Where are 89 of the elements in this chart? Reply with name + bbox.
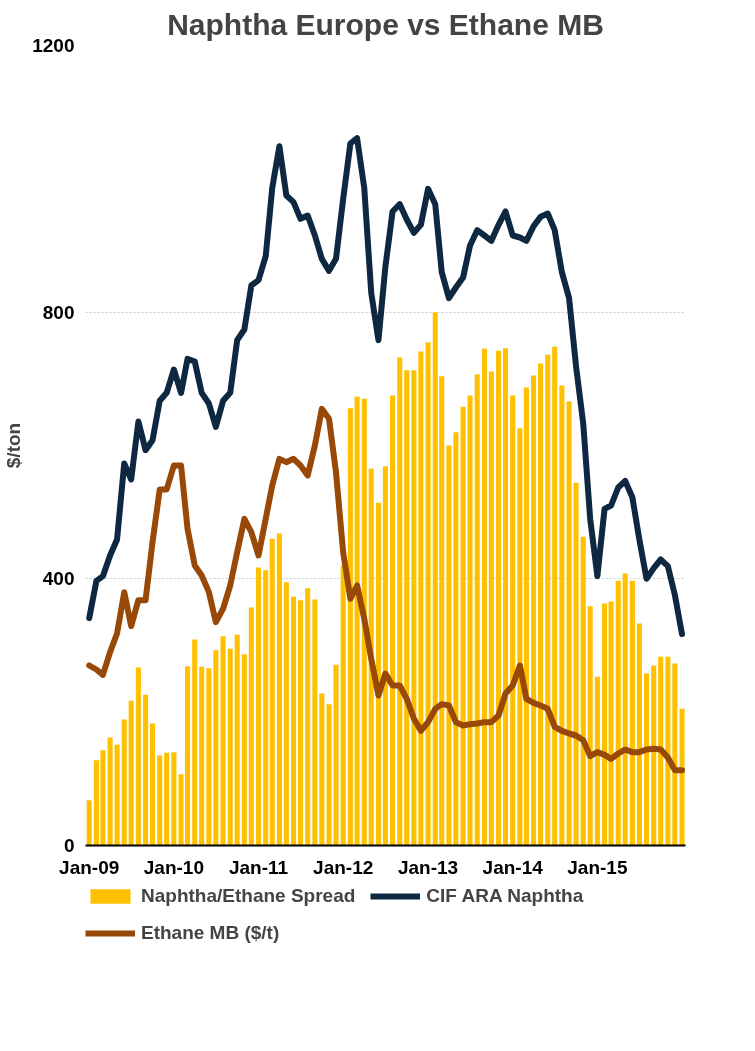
bar <box>213 650 219 846</box>
bar <box>446 445 452 846</box>
bar <box>164 752 170 846</box>
bar <box>234 634 240 846</box>
bar <box>418 351 424 846</box>
y-tick-label: 0 <box>63 835 75 856</box>
bar <box>227 648 233 846</box>
bar <box>143 694 149 846</box>
bar <box>121 719 127 846</box>
bar <box>481 348 487 846</box>
x-tick-label: Jan-09 <box>59 856 120 878</box>
chart-title: Naphtha Europe vs Ethane MB <box>167 7 604 41</box>
legend-label: CIF ARA Naphtha <box>426 885 584 907</box>
x-tick-label: Jan-14 <box>482 856 544 878</box>
bar <box>658 656 664 846</box>
bar <box>510 395 516 846</box>
bar <box>502 348 509 846</box>
y-axis-title: $/ton <box>3 422 25 469</box>
bar <box>382 466 388 846</box>
legend-label: Naphtha/Ethane Spread <box>141 885 356 907</box>
bar <box>319 693 325 846</box>
bar <box>86 800 92 846</box>
bar <box>199 666 205 846</box>
bar <box>538 363 544 846</box>
bar <box>587 606 593 846</box>
bar <box>580 536 586 846</box>
bar <box>397 357 403 846</box>
bar <box>220 636 226 846</box>
bar <box>157 755 163 846</box>
bar <box>340 565 346 846</box>
bar <box>615 580 621 846</box>
bar <box>368 468 374 846</box>
bar <box>665 656 671 846</box>
bar <box>347 408 353 846</box>
bar <box>305 588 311 846</box>
bar <box>672 663 678 846</box>
bar <box>474 374 480 846</box>
bar <box>283 582 289 846</box>
bar <box>411 370 417 846</box>
bar <box>644 673 650 846</box>
bar <box>312 599 318 846</box>
bar <box>523 387 529 846</box>
bar <box>517 428 523 846</box>
bar <box>594 676 600 846</box>
bar <box>636 623 642 846</box>
bar <box>276 533 282 846</box>
bar <box>114 744 120 846</box>
bar <box>149 723 156 846</box>
y-tick-label: 400 <box>42 568 75 590</box>
legend-label: Ethane MB ($/t) <box>141 922 280 944</box>
bar <box>171 752 177 846</box>
bar <box>361 398 367 846</box>
bar <box>453 432 459 846</box>
bar <box>679 708 685 846</box>
bar <box>375 502 381 846</box>
bar <box>269 538 275 846</box>
bar <box>128 700 134 846</box>
x-tick-label: Jan-12 <box>313 856 374 878</box>
bar <box>531 375 537 846</box>
bar <box>559 385 565 846</box>
bar <box>107 737 113 846</box>
bar <box>651 665 657 846</box>
x-tick-label: Jan-15 <box>567 856 628 878</box>
x-tick-label: Jan-10 <box>143 856 204 878</box>
bar <box>206 668 212 846</box>
bar <box>297 600 304 846</box>
bar <box>192 639 198 846</box>
bar <box>488 371 494 846</box>
bar <box>255 567 262 846</box>
bar <box>425 342 431 846</box>
bar <box>135 667 141 846</box>
bar <box>496 350 502 846</box>
bar <box>263 570 269 846</box>
bar <box>248 607 254 846</box>
bar <box>545 354 551 846</box>
x-tick-label: Jan-11 <box>228 856 289 878</box>
y-tick-label: 1200 <box>32 35 75 56</box>
y-tick-label: 800 <box>42 301 75 323</box>
bar <box>404 370 410 846</box>
bar <box>608 601 614 846</box>
bar <box>552 346 558 846</box>
bar <box>241 654 247 846</box>
bar <box>629 580 635 846</box>
bar <box>622 573 628 846</box>
bar <box>602 603 608 846</box>
bar <box>291 596 297 846</box>
bar <box>390 395 396 846</box>
x-tick-label: Jan-13 <box>397 856 459 878</box>
bar <box>354 396 360 846</box>
